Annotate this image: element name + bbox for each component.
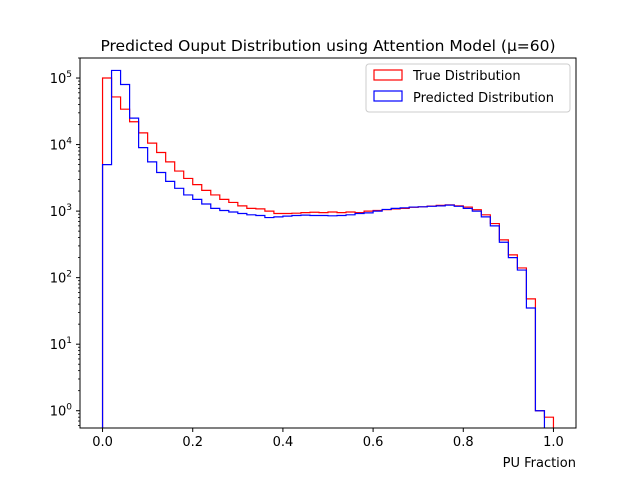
plot-area [101,69,555,428]
y-tick-label: 104 [50,137,73,154]
x-tick-label: 0.4 [273,435,294,450]
legend-box [365,63,571,113]
y-tick-label: 103 [50,203,72,220]
y-tick-label: 101 [50,336,72,353]
legend-label-true: True Distribution [412,69,521,84]
y-axis: 100 101 102 103 104 105 [50,57,80,426]
x-tick-label: 0.2 [182,435,203,450]
legend-swatch-true [373,69,403,81]
series-step-line-1 [101,69,546,428]
x-tick-label: 1.0 [543,435,564,450]
chart-title: Predicted Ouput Distribution using Atten… [100,37,555,55]
x-axis-label: PU Fraction [503,456,576,471]
legend-swatch-predicted [373,90,403,102]
y-tick-label: 105 [50,70,72,87]
x-tick-label: 0.8 [453,435,474,450]
x-axis: 0.0 0.2 0.4 0.6 0.8 1.0 [92,428,564,450]
plot-frame [79,57,577,429]
legend-label-predicted: Predicted Distribution [413,91,554,106]
y-tick-label: 102 [50,270,72,287]
legend: True Distribution Predicted Distribution [365,63,571,113]
y-tick-label: 100 [50,403,73,420]
x-tick-label: 0.6 [363,435,384,450]
x-tick-label: 0.0 [92,435,113,450]
